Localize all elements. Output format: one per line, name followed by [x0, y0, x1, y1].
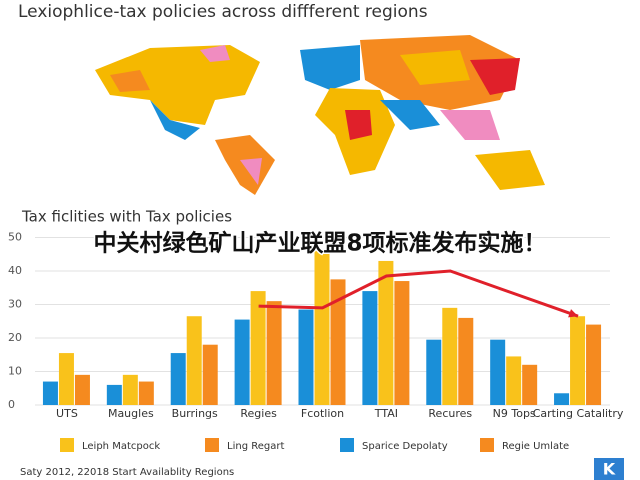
- x-tick-label: N9 Tops: [493, 407, 536, 420]
- chart-title: Tax ficlities with Tax policies: [21, 208, 232, 226]
- legend-label: Regie Umlate: [502, 441, 569, 452]
- world-map: [95, 35, 545, 195]
- bar: [442, 307, 458, 405]
- footer-note: Saty 2012, 22018 Start Availablity Regio…: [20, 467, 234, 478]
- legend-swatch: [480, 438, 494, 452]
- x-tick-label: Burrings: [172, 407, 218, 420]
- x-tick-label: UTS: [56, 407, 78, 420]
- x-tick-label: Carting Catalitry: [533, 407, 624, 420]
- bar: [394, 281, 410, 405]
- bar: [426, 339, 442, 405]
- bar: [74, 374, 90, 405]
- x-tick-label: Fcotlion: [301, 407, 344, 420]
- legend-label: Sparice Depolaty: [362, 441, 448, 452]
- bar: [586, 324, 602, 405]
- bar: [458, 317, 474, 405]
- bar: [522, 364, 538, 405]
- trend-line: [258, 269, 579, 318]
- y-tick-label: 50: [8, 231, 22, 244]
- x-tick-label: Recures: [428, 407, 472, 420]
- legend-label: Ling Regart: [227, 441, 284, 452]
- bar: [202, 344, 218, 405]
- bar: [378, 260, 394, 405]
- overlay-headline: 中关村绿色矿山产业联盟8项标准发布实施！: [93, 230, 546, 257]
- y-tick-label: 20: [8, 331, 22, 344]
- legend-swatch: [205, 438, 219, 452]
- bar: [362, 291, 378, 405]
- legend-swatch: [60, 438, 74, 452]
- bar-chart: 0 10 20 30 40 50 UTS Maugles Burrings Regies Fcotl…: [8, 231, 624, 452]
- bar: [330, 279, 346, 405]
- logo-box: [594, 458, 624, 480]
- bar: [570, 316, 586, 405]
- legend-swatch: [340, 438, 354, 452]
- x-tick-label: Regies: [240, 407, 277, 420]
- y-tick-label: 0: [8, 398, 15, 411]
- bar: [58, 353, 74, 405]
- bar: [122, 374, 138, 405]
- x-tick-label: Maugles: [108, 407, 154, 420]
- bar: [186, 316, 202, 405]
- x-tick-label: TTAI: [374, 407, 398, 420]
- bar: [138, 381, 154, 405]
- logo: K: [603, 460, 616, 479]
- y-tick-label: 10: [8, 365, 22, 378]
- bar: [170, 353, 186, 405]
- bar: [506, 356, 522, 405]
- bar: [298, 309, 314, 405]
- bar: [234, 319, 250, 405]
- bar: [266, 301, 282, 405]
- bar: [250, 291, 266, 405]
- bar: [314, 250, 330, 405]
- page-title: Lexiophlice-tax policies across difffere…: [18, 2, 428, 22]
- bar: [554, 393, 570, 405]
- bar: [490, 339, 506, 405]
- trend-arrowhead: [568, 309, 579, 318]
- legend-label: Leiph Matcpock: [82, 441, 160, 452]
- bar: [42, 381, 58, 405]
- bar: [106, 384, 122, 405]
- y-tick-label: 30: [8, 298, 22, 311]
- y-tick-label: 40: [8, 264, 22, 277]
